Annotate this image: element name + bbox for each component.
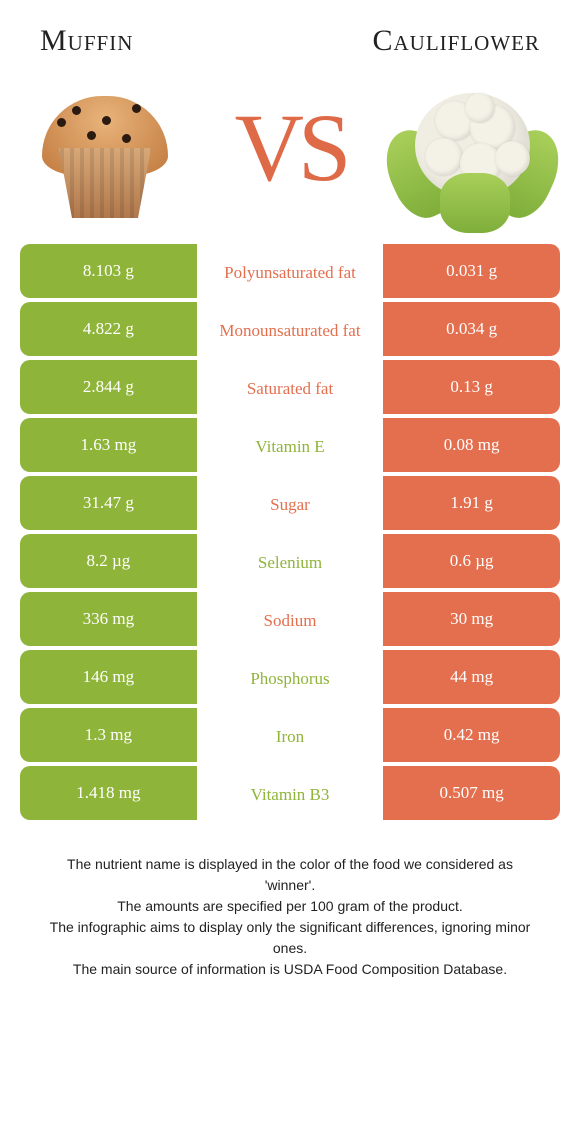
- nutrient-label: Iron: [197, 708, 384, 766]
- value-b: 0.42 mg: [383, 708, 560, 762]
- table-row: 8.103 gPolyunsaturated fat0.031 g: [20, 244, 560, 302]
- vs-label: VS: [235, 92, 346, 203]
- footer-line: The infographic aims to display only the…: [40, 917, 540, 959]
- table-row: 31.47 gSugar1.91 g: [20, 476, 560, 534]
- nutrient-label: Vitamin B3: [197, 766, 384, 824]
- cauliflower-icon: [390, 78, 550, 228]
- value-a: 4.822 g: [20, 302, 197, 356]
- value-a: 1.3 mg: [20, 708, 197, 762]
- nutrient-label: Selenium: [197, 534, 384, 592]
- table-row: 336 mgSodium30 mg: [20, 592, 560, 650]
- table-row: 4.822 gMonounsaturated fat0.034 g: [20, 302, 560, 360]
- value-b: 0.034 g: [383, 302, 560, 356]
- hero-row: VS: [20, 68, 560, 238]
- table-row: 8.2 µgSelenium0.6 µg: [20, 534, 560, 592]
- value-a: 1.63 mg: [20, 418, 197, 472]
- nutrient-label: Polyunsaturated fat: [197, 244, 384, 302]
- nutrient-label: Vitamin E: [197, 418, 384, 476]
- footer-line: The main source of information is USDA F…: [40, 959, 540, 980]
- muffin-icon: [30, 78, 180, 228]
- nutrient-label: Saturated fat: [197, 360, 384, 418]
- value-b: 0.031 g: [383, 244, 560, 298]
- value-b: 30 mg: [383, 592, 560, 646]
- food-a-title: Muffin: [40, 24, 133, 58]
- title-row: Muffin Cauliflower: [20, 24, 560, 68]
- footer-notes: The nutrient name is displayed in the co…: [20, 824, 560, 980]
- footer-line: The amounts are specified per 100 gram o…: [40, 896, 540, 917]
- value-a: 8.2 µg: [20, 534, 197, 588]
- comparison-table: 8.103 gPolyunsaturated fat0.031 g4.822 g…: [20, 244, 560, 824]
- table-row: 146 mgPhosphorus44 mg: [20, 650, 560, 708]
- value-a: 336 mg: [20, 592, 197, 646]
- nutrient-label: Phosphorus: [197, 650, 384, 708]
- nutrient-label: Sodium: [197, 592, 384, 650]
- value-a: 1.418 mg: [20, 766, 197, 820]
- value-b: 0.6 µg: [383, 534, 560, 588]
- table-row: 1.3 mgIron0.42 mg: [20, 708, 560, 766]
- table-row: 2.844 gSaturated fat0.13 g: [20, 360, 560, 418]
- nutrient-label: Monounsaturated fat: [197, 302, 384, 360]
- value-b: 1.91 g: [383, 476, 560, 530]
- value-a: 146 mg: [20, 650, 197, 704]
- value-a: 31.47 g: [20, 476, 197, 530]
- value-a: 2.844 g: [20, 360, 197, 414]
- value-b: 0.507 mg: [383, 766, 560, 820]
- table-row: 1.63 mgVitamin E0.08 mg: [20, 418, 560, 476]
- value-a: 8.103 g: [20, 244, 197, 298]
- nutrient-label: Sugar: [197, 476, 384, 534]
- value-b: 44 mg: [383, 650, 560, 704]
- footer-line: The nutrient name is displayed in the co…: [40, 854, 540, 896]
- table-row: 1.418 mgVitamin B30.507 mg: [20, 766, 560, 824]
- value-b: 0.13 g: [383, 360, 560, 414]
- value-b: 0.08 mg: [383, 418, 560, 472]
- food-b-title: Cauliflower: [373, 24, 541, 58]
